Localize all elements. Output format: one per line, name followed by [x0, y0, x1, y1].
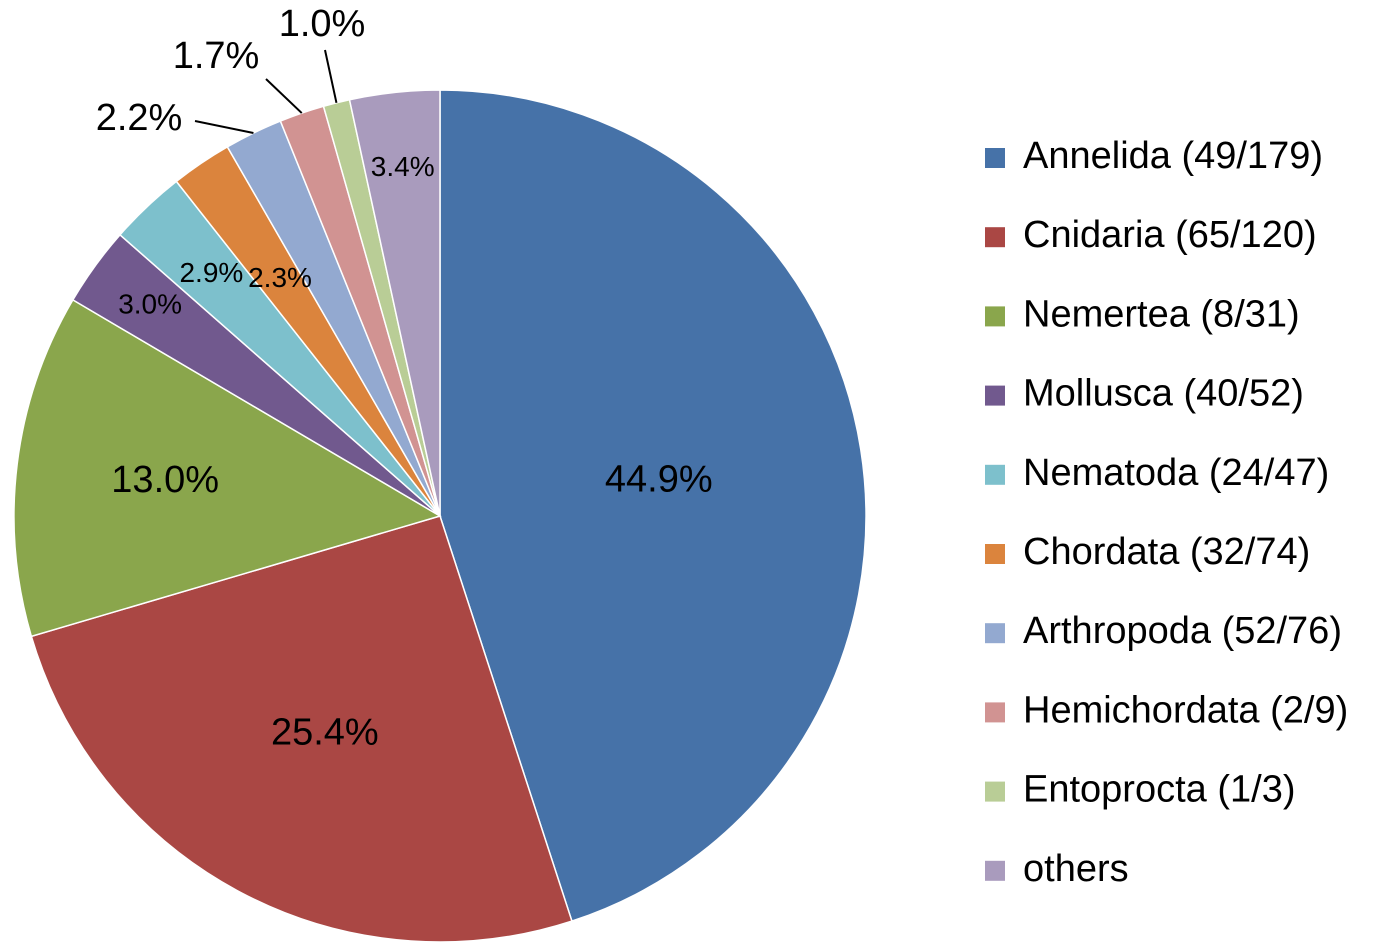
- legend-swatch-annelida: [985, 148, 1005, 168]
- data-label-chordata: 2.3%: [248, 262, 312, 293]
- data-label-hemichordata: 1.7%: [173, 35, 260, 77]
- pie-slice-others: [348, 89, 441, 517]
- data-label-arthropoda: 2.2%: [96, 97, 183, 139]
- legend-swatch-chordata: [985, 544, 1005, 564]
- legend-label-cnidaria: Cnidaria (65/120): [1023, 214, 1317, 256]
- legend-swatch-mollusca: [985, 385, 1005, 406]
- legend-label-nemertea: Nemertea (8/31): [1023, 293, 1300, 335]
- legend-label-mollusca: Mollusca (40/52): [1023, 373, 1304, 415]
- legend-swatch-entoprocta: [985, 781, 1005, 802]
- legend-swatch-cnidaria: [985, 227, 1005, 248]
- legend-swatch-hemichordata: [985, 702, 1005, 723]
- legend-swatch-nemertea: [985, 306, 1005, 327]
- legend: Annelida (49/179) Cnidaria (65/120) Nemert…: [985, 135, 1348, 890]
- legend-label-others: others: [1023, 848, 1129, 890]
- leader-lines: [194, 49, 338, 135]
- data-label-others: 3.4%: [371, 151, 435, 182]
- pie-slice-cnidaria: [30, 515, 573, 943]
- data-label-annelida: 44.9%: [605, 458, 713, 500]
- data-label-entoprocta: 1.0%: [279, 3, 366, 45]
- legend-swatch-arthropoda: [985, 623, 1005, 644]
- data-label-cnidaria: 25.4%: [271, 712, 379, 754]
- legend-swatch-others: [985, 860, 1005, 881]
- data-label-nematoda: 2.9%: [179, 257, 243, 288]
- leader-line-hemichordata: [265, 78, 303, 114]
- legend-label-hemichordata: Hemichordata (2/9): [1023, 689, 1348, 731]
- legend-label-arthropoda: Arthropoda (52/76): [1023, 610, 1342, 652]
- leader-line-entoprocta: [324, 49, 338, 103]
- legend-label-annelida: Annelida (49/179): [1023, 135, 1323, 177]
- legend-label-chordata: Chordata (32/74): [1023, 531, 1310, 573]
- pie-slice-annelida: [439, 89, 867, 923]
- pie-slice-nemertea: [13, 298, 442, 638]
- data-label-nemertea: 13.0%: [111, 459, 219, 501]
- legend-label-entoprocta: Entoprocta (1/3): [1023, 769, 1295, 811]
- data-label-mollusca: 3.0%: [118, 289, 182, 320]
- pie-slices: [13, 89, 867, 943]
- leader-line-arthropoda: [194, 120, 254, 135]
- legend-label-nematoda: Nematoda (24/47): [1023, 452, 1329, 494]
- legend-swatch-nematoda: [985, 464, 1005, 485]
- data-labels: 44.9% 25.4% 13.0% 3.0%2.9% 2.3% 2.2% 1.7% 1.0% 3…: [96, 3, 713, 754]
